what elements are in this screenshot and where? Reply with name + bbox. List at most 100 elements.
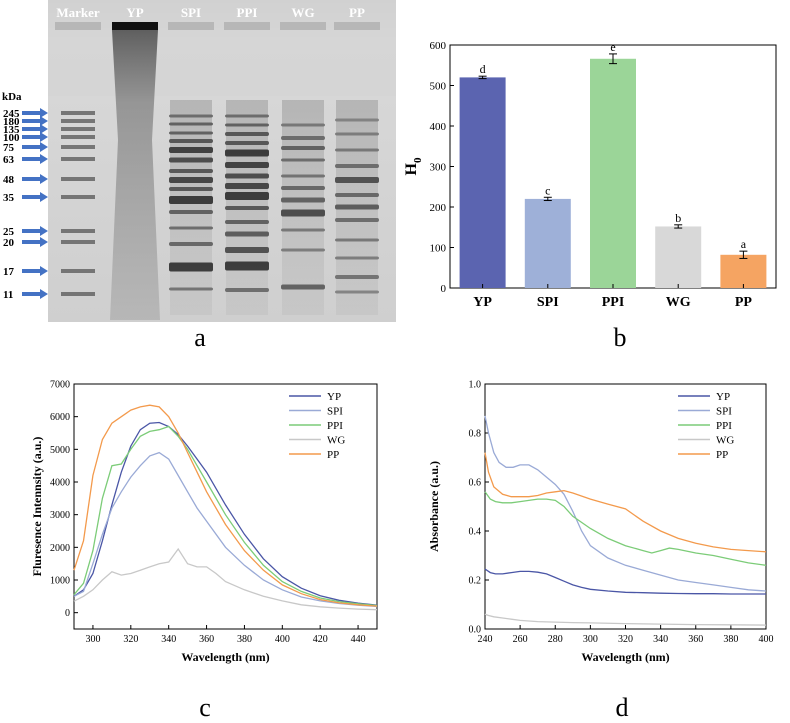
marker-band-35	[61, 195, 95, 199]
lane-pp-band-7	[335, 218, 379, 222]
panel-letter-d: d	[616, 693, 629, 722]
chart-d-xlabel: Wavelength (nm)	[581, 650, 669, 664]
lane-wg-band-3	[281, 158, 325, 162]
marker-label-63: 63	[3, 154, 15, 166]
panel-letter-a: a	[194, 323, 206, 352]
chart-d-series-wg	[484, 613, 767, 626]
chart-d-ylabel: Absorbance (a.u.)	[427, 461, 441, 552]
chart-d-xtick-label-380: 380	[723, 634, 738, 645]
marker-band-180	[61, 119, 95, 123]
chart-b-sig-letter-yp: d	[480, 62, 486, 76]
chart-c-xtick-label-360: 360	[199, 634, 214, 645]
lane-pp-band-3	[335, 164, 379, 168]
marker-arrow-11	[22, 289, 48, 299]
marker-label-100: 100	[3, 132, 20, 144]
marker-arrow-180	[22, 116, 48, 126]
lane-ppi-band-8	[225, 192, 269, 200]
chart-c-legend-label-pp: PP	[327, 449, 339, 461]
chart-b-ytick-label-100: 100	[430, 243, 447, 255]
chart-c-legend-label-ppi: PPI	[327, 420, 343, 432]
chart-b-xtick-label-yp: YP	[473, 295, 492, 310]
gel-lane-labels: Marker YP SPI PPI WG PP	[56, 5, 365, 20]
lane-ppi-band-14	[225, 288, 269, 292]
marker-arrow-135	[22, 124, 48, 134]
chart-d-legend-label-yp: YP	[716, 391, 730, 403]
lane-pp-band-5	[335, 193, 379, 197]
lane-pp-band-9	[335, 256, 379, 260]
chart-d-legend-label-pp: PP	[716, 449, 728, 461]
chart-b-xtick-label-ppi: PPI	[602, 295, 625, 310]
lane-wg-band-4	[281, 174, 325, 178]
gel-lane-label-pp: PP	[349, 5, 365, 20]
lane-spi-band-12	[169, 242, 213, 246]
chart-d-xtick-label-340: 340	[653, 634, 668, 645]
marker-label-20: 20	[3, 237, 15, 249]
gel-lane-label-spi: SPI	[181, 5, 201, 20]
marker-band-75	[61, 145, 95, 149]
lane-pp-band-4	[335, 177, 379, 183]
chart-d-xtick-label-320: 320	[618, 634, 633, 645]
chart-b-ytick-label-200: 200	[430, 202, 447, 214]
chart-b-ylabel-subscript: 0	[412, 157, 424, 163]
gel-lane-label-yp: YP	[126, 5, 143, 20]
marker-label-11: 11	[3, 289, 13, 301]
chart-c-ytick-label-3000: 3000	[50, 510, 70, 521]
gel-well-spi	[168, 22, 214, 30]
lane-ppi-band-5	[225, 162, 269, 168]
chart-d-xtick-label-300: 300	[583, 634, 598, 645]
lane-wg-smear	[282, 100, 324, 315]
lane-wg-band-7	[281, 209, 325, 217]
chart-c-series-spi	[73, 451, 378, 608]
chart-c-ylabel: Fluresence Intennsity (a.u.)	[30, 437, 44, 577]
marker-label-35: 35	[3, 192, 15, 204]
chart-b-xtick-label-wg: WG	[666, 295, 691, 310]
chart-c-ytick-label-2000: 2000	[50, 543, 70, 554]
chart-d-ytick-label-1: 1.0	[469, 380, 482, 391]
gel-stacking-zone	[48, 0, 396, 96]
marker-label-135: 135	[3, 124, 20, 136]
marker-label-25: 25	[3, 226, 15, 238]
chart-d-xtick-label-260: 260	[513, 634, 528, 645]
chart-c-xtick-label-380: 380	[237, 634, 252, 645]
lane-ppi-band-11	[225, 231, 269, 237]
lane-wg-band-5	[281, 186, 325, 190]
chart-c-xtick-label-320: 320	[123, 634, 138, 645]
chart-b-ytick-label-0: 0	[441, 283, 447, 295]
lane-spi-band-7	[169, 177, 213, 183]
chart-c-xtick-label-300: 300	[85, 634, 100, 645]
gel-wells	[55, 22, 380, 30]
marker-band-17	[61, 269, 95, 273]
chart-b-bar-yp	[459, 77, 506, 289]
lane-ppi-band-9	[225, 206, 269, 210]
lane-spi-band-13	[169, 262, 213, 272]
lane-spi-smear	[170, 100, 212, 315]
chart-b-ytick-label-600: 600	[430, 40, 447, 52]
chart-d-series-spi	[484, 415, 767, 592]
gel-well-yp	[112, 22, 158, 30]
chart-b-bar-spi	[524, 198, 571, 288]
chart-d-ytick-label-0.4: 0.4	[469, 527, 482, 538]
marker-band-100	[61, 135, 95, 139]
kda-unit-label: kDa	[2, 91, 22, 103]
chart-b-ylabel: H0	[403, 157, 424, 175]
chart-d-legend-label-ppi: PPI	[716, 420, 732, 432]
marker-label-17: 17	[3, 266, 15, 278]
gel-lanes	[61, 30, 379, 320]
chart-c-ytick-label-1000: 1000	[50, 576, 70, 587]
lane-wg-band-6	[281, 197, 325, 203]
chart-b-bar-pp	[720, 254, 767, 288]
chart-c-xtick-label-440: 440	[351, 634, 366, 645]
gel-lane-label-marker: Marker	[56, 5, 100, 20]
chart-c-xtick-label-400: 400	[275, 634, 290, 645]
chart-c-frame	[73, 383, 378, 630]
lane-spi-band-5	[169, 157, 213, 163]
lane-wg-band-1	[281, 136, 325, 140]
panel-letter-b: b	[614, 323, 627, 352]
chart-c-fluorescence: 300 320 340 360 380 400 420 440 0 1000 2000 3000 400…	[30, 380, 378, 664]
marker-label-48: 48	[3, 174, 15, 186]
lane-spi-band-9	[169, 196, 213, 204]
lane-ppi-band-7	[225, 183, 269, 189]
